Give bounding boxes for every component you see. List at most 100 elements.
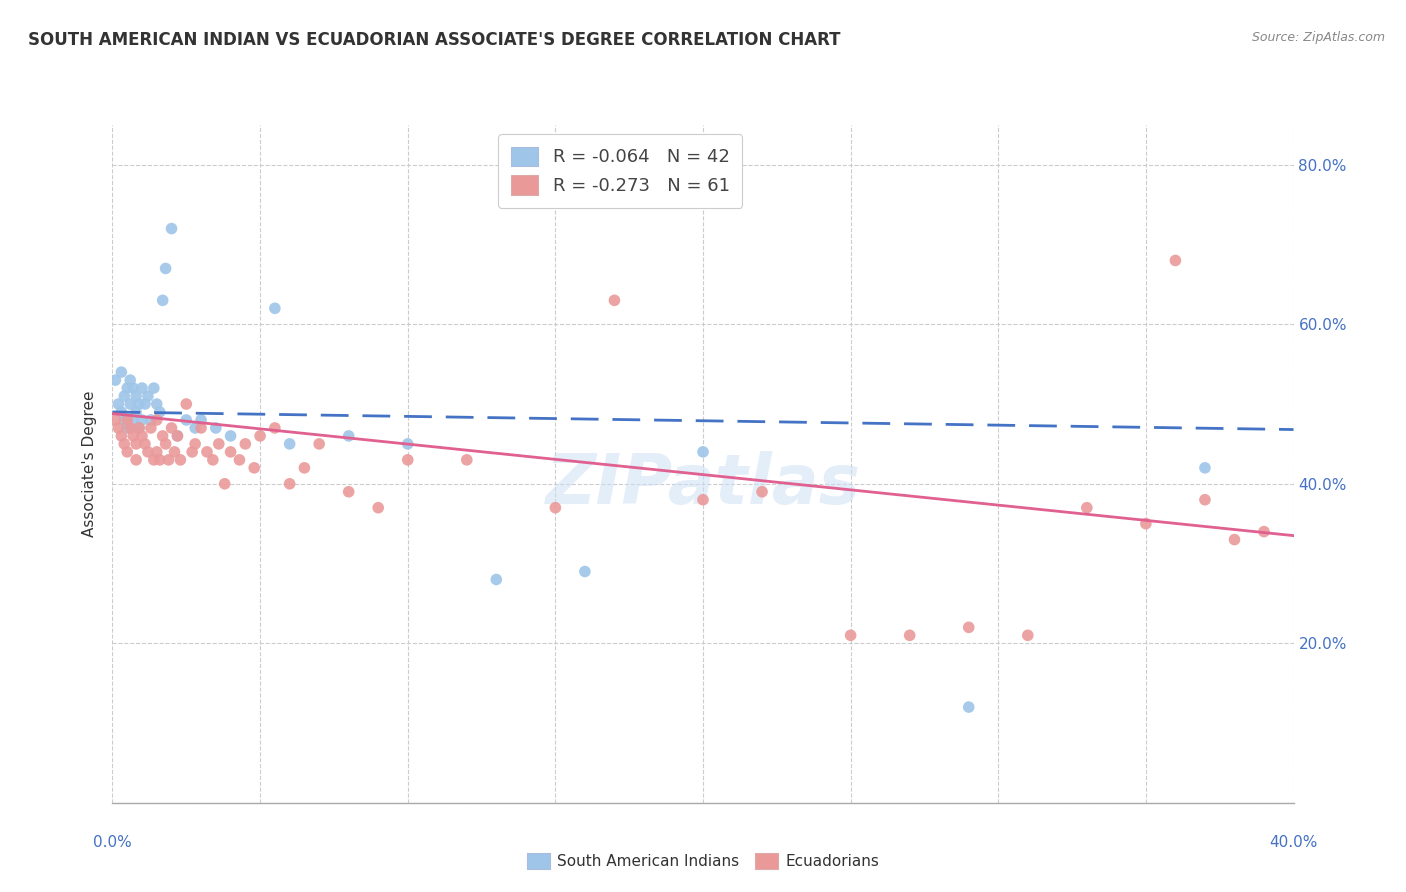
Point <box>337 484 360 499</box>
Point <box>136 445 159 459</box>
Point <box>155 261 177 276</box>
Point <box>190 421 212 435</box>
Point <box>195 445 218 459</box>
Point <box>957 620 980 634</box>
Point <box>219 429 242 443</box>
Point <box>122 413 145 427</box>
Point <box>112 389 135 403</box>
Point <box>110 429 132 443</box>
Point <box>1253 524 1275 539</box>
Point <box>1076 500 1098 515</box>
Point <box>278 437 301 451</box>
Point <box>146 445 169 459</box>
Point <box>751 484 773 499</box>
Point <box>131 413 153 427</box>
Point <box>146 397 169 411</box>
Point <box>957 700 980 714</box>
Point <box>485 573 508 587</box>
Point <box>120 421 142 435</box>
Point <box>122 429 145 443</box>
Point <box>1164 253 1187 268</box>
Point <box>112 413 135 427</box>
Point <box>1223 533 1246 547</box>
Point <box>264 421 287 435</box>
Point <box>131 381 153 395</box>
Text: 0.0%: 0.0% <box>93 836 132 850</box>
Point <box>249 429 271 443</box>
Legend: R = -0.064   N = 42, R = -0.273   N = 61: R = -0.064 N = 42, R = -0.273 N = 61 <box>498 134 742 208</box>
Point <box>208 437 231 451</box>
Point <box>120 373 142 387</box>
Point <box>205 421 228 435</box>
Point <box>149 453 172 467</box>
Point <box>104 413 127 427</box>
Point <box>228 453 250 467</box>
Point <box>603 293 626 308</box>
Point <box>131 429 153 443</box>
Point <box>174 413 197 427</box>
Point <box>142 453 165 467</box>
Point <box>898 628 921 642</box>
Point <box>110 365 132 379</box>
Point <box>125 389 148 403</box>
Point <box>174 397 197 411</box>
Point <box>396 453 419 467</box>
Point <box>125 453 148 467</box>
Text: Source: ZipAtlas.com: Source: ZipAtlas.com <box>1251 31 1385 45</box>
Point <box>110 405 132 419</box>
Point <box>574 565 596 579</box>
Legend: South American Indians, Ecuadorians: South American Indians, Ecuadorians <box>520 847 886 875</box>
Point <box>125 437 148 451</box>
Point <box>839 628 862 642</box>
Point <box>139 421 162 435</box>
Point <box>163 445 186 459</box>
Point <box>184 421 207 435</box>
Point <box>155 437 177 451</box>
Text: SOUTH AMERICAN INDIAN VS ECUADORIAN ASSOCIATE'S DEGREE CORRELATION CHART: SOUTH AMERICAN INDIAN VS ECUADORIAN ASSO… <box>28 31 841 49</box>
Point <box>134 437 156 451</box>
Point <box>1017 628 1039 642</box>
Point <box>233 437 256 451</box>
Point <box>117 381 138 395</box>
Point <box>243 460 266 475</box>
Point <box>201 453 224 467</box>
Point <box>152 429 174 443</box>
Point <box>128 421 150 435</box>
Point <box>214 476 236 491</box>
Point <box>125 405 148 419</box>
Point <box>337 429 360 443</box>
Point <box>181 445 204 459</box>
Point <box>117 445 138 459</box>
Text: 40.0%: 40.0% <box>1270 836 1317 850</box>
Y-axis label: Associate's Degree: Associate's Degree <box>82 391 97 537</box>
Point <box>160 221 183 235</box>
Point <box>117 421 138 435</box>
Point <box>107 421 129 435</box>
Point <box>160 421 183 435</box>
Point <box>149 405 172 419</box>
Point <box>292 460 315 475</box>
Point <box>136 389 159 403</box>
Point <box>104 373 127 387</box>
Point <box>367 500 389 515</box>
Point <box>219 445 242 459</box>
Point <box>128 421 150 435</box>
Text: ZIPatlas: ZIPatlas <box>546 450 860 517</box>
Point <box>152 293 174 308</box>
Point <box>166 429 188 443</box>
Point <box>278 476 301 491</box>
Point <box>190 413 212 427</box>
Point <box>264 301 287 316</box>
Point <box>308 437 330 451</box>
Point <box>456 453 478 467</box>
Point <box>128 397 150 411</box>
Point <box>120 397 142 411</box>
Point <box>139 413 162 427</box>
Point <box>692 492 714 507</box>
Point <box>396 437 419 451</box>
Point <box>184 437 207 451</box>
Point <box>122 381 145 395</box>
Point <box>544 500 567 515</box>
Point <box>169 453 191 467</box>
Point <box>1194 492 1216 507</box>
